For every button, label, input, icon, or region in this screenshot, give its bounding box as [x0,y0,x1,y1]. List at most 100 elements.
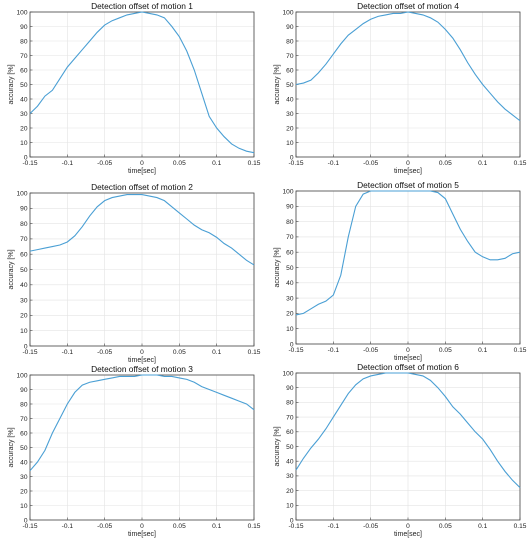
x-tick-label: 0 [406,523,410,530]
y-tick-label: 30 [286,111,294,118]
x-tick-label: 0.1 [212,160,221,167]
x-tick-label: -0.1 [328,347,340,354]
chart-title: Detection offset of motion 2 [91,182,193,192]
y-tick-label: 90 [286,204,294,211]
x-tick-label: -0.15 [288,160,303,167]
y-tick-label: 80 [286,400,294,407]
y-tick-label: 60 [286,67,294,74]
y-tick-label: 10 [286,503,294,510]
y-tick-label: 10 [286,140,294,147]
x-tick-label: 0.05 [439,160,452,167]
chart-title: Detection offset of motion 6 [357,362,459,372]
y-tick-label: 80 [20,401,28,408]
axes-frame [29,192,255,347]
y-tick-label: 100 [16,372,27,379]
x-tick-label: 0 [140,349,144,356]
x-tick-label: 0.15 [248,349,261,356]
series-line [29,193,255,266]
y-tick-label: 10 [20,328,28,335]
y-axis-label: accuracy [%] [8,427,15,467]
x-tick-label: 0 [406,160,410,167]
y-axis-label: accuracy [%] [274,426,281,466]
chart-panel-4: -0.15 -0.1 -0.05 0 0.05 0.1 0.15 0 10 20 30 40 50 60 7… [274,180,527,362]
series-line [295,11,521,122]
y-tick-label: 60 [286,429,294,436]
y-tick-label: 40 [20,459,28,466]
y-tick-label: 60 [20,430,28,437]
x-tick-label: 0.15 [514,347,527,354]
y-axis-label: accuracy [%] [274,247,281,287]
series-line [29,11,255,154]
y-tick-label: 0 [24,517,28,524]
x-tick-label: -0.1 [62,349,74,356]
y-tick-label: 40 [20,96,28,103]
y-tick-label: 0 [290,154,294,161]
y-tick-label: 20 [20,125,28,132]
x-tick-label: -0.15 [22,349,37,356]
y-tick-label: 40 [286,96,294,103]
x-tick-label: 0.15 [514,160,527,167]
x-tick-label: 0.1 [212,523,221,530]
x-tick-label: -0.05 [363,160,378,167]
y-tick-label: 10 [20,140,28,147]
x-tick-label: -0.1 [62,160,74,167]
x-tick-label: 0.1 [478,347,487,354]
y-tick-label: 70 [20,53,28,60]
y-tick-label: 60 [20,252,28,259]
y-tick-label: 10 [286,326,294,333]
chart-title: Detection offset of motion 1 [91,1,193,11]
x-tick-label: -0.1 [62,523,74,530]
x-tick-label: -0.05 [97,160,112,167]
y-tick-label: 90 [286,24,294,31]
chart-title: Detection offset of motion 5 [357,180,459,190]
y-tick-label: 20 [20,488,28,495]
chart-title: Detection offset of motion 3 [91,364,193,374]
x-tick-label: -0.15 [288,347,303,354]
x-tick-label: 0.15 [248,523,261,530]
chart-panel-2: -0.15 -0.1 -0.05 0 0.05 0.1 0.15 0 10 20 30 40 50 60 7… [274,1,527,175]
x-tick-label: 0.1 [478,160,487,167]
x-tick-label: 0.05 [173,523,186,530]
y-tick-label: 20 [286,125,294,132]
y-tick-label: 10 [20,503,28,510]
x-tick-label: -0.1 [328,160,340,167]
y-tick-label: 70 [20,236,28,243]
y-tick-label: 50 [286,444,294,451]
y-tick-label: 80 [286,219,294,226]
x-axis-label: time[sec] [128,531,156,538]
chart-title: Detection offset of motion 4 [357,1,459,11]
chart-panel-6: -0.15 -0.1 -0.05 0 0.05 0.1 0.15 0 10 20 30 40 50 60 7… [274,362,527,538]
x-tick-label: 0.05 [439,523,452,530]
y-tick-label: 30 [20,297,28,304]
y-tick-label: 0 [24,154,28,161]
y-tick-label: 100 [282,188,293,195]
y-tick-label: 60 [286,250,294,257]
y-tick-label: 90 [20,24,28,31]
x-tick-label: -0.05 [97,523,112,530]
x-tick-label: 0.1 [212,349,221,356]
x-axis-label: time[sec] [394,355,422,362]
y-tick-label: 20 [286,311,294,318]
y-tick-label: 30 [286,295,294,302]
y-tick-label: 20 [286,488,294,495]
x-axis-label: time[sec] [394,168,422,175]
y-tick-label: 80 [286,38,294,45]
y-tick-label: 40 [20,282,28,289]
y-tick-label: 90 [20,387,28,394]
x-tick-label: -0.05 [363,523,378,530]
x-tick-label: 0 [140,523,144,530]
x-tick-label: 0 [406,347,410,354]
x-tick-label: 0.05 [173,349,186,356]
y-tick-label: 70 [286,414,294,421]
x-axis-label: time[sec] [128,168,156,175]
x-tick-label: 0.1 [478,523,487,530]
x-tick-label: -0.15 [22,523,37,530]
y-tick-label: 80 [20,38,28,45]
y-tick-label: 50 [286,265,294,272]
y-tick-label: 70 [286,53,294,60]
y-tick-label: 50 [20,445,28,452]
x-tick-label: -0.1 [328,523,340,530]
y-tick-label: 50 [286,82,294,89]
y-tick-label: 20 [20,313,28,320]
